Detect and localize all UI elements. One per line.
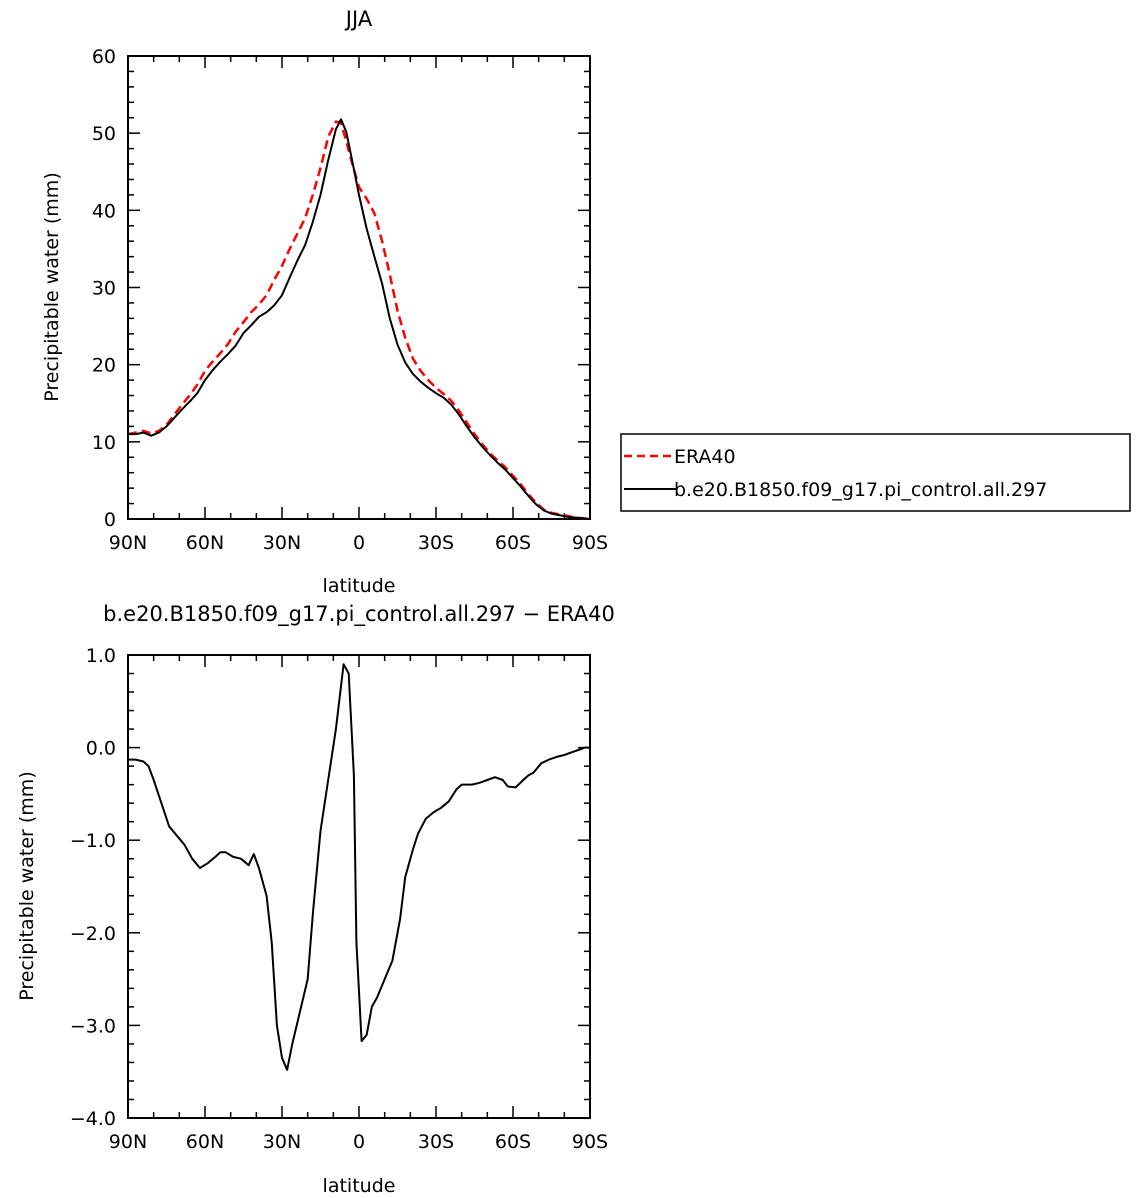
top-x-tick-label: 60N xyxy=(186,532,224,554)
bottom-y-tick-label: −4.0 xyxy=(70,1108,116,1130)
bottom-x-tick-label: 30S xyxy=(418,1131,454,1153)
top-series-line-1 xyxy=(128,118,591,520)
top-x-axis-label: latitude xyxy=(323,575,396,597)
top-y-axis-label: Precipitable water (mm) xyxy=(41,172,63,401)
legend-label-model: b.e20.B1850.f09_g17.pi_control.all.297 xyxy=(674,479,1047,501)
top-series-lines xyxy=(127,118,591,521)
bottom-y-tick-label: 1.0 xyxy=(86,645,116,667)
bottom-y-tick-label: −1.0 xyxy=(70,830,116,852)
bottom-x-tick-label: 0 xyxy=(353,1131,365,1153)
top-y-tick-label: 10 xyxy=(92,432,116,454)
bottom-x-tick-label: 90N xyxy=(109,1131,147,1153)
top-axis-ticks xyxy=(127,55,591,520)
bottom-series-line-0 xyxy=(128,663,590,1071)
bottom-y-tick-labels: −4.0 −3.0 −2.0 −1.0 0.0 1.0 xyxy=(70,645,116,1130)
bottom-x-tick-labels: 90N 60N 30N 0 30S 60S 90S xyxy=(109,1131,608,1153)
top-y-tick-label: 50 xyxy=(92,123,116,145)
top-plot-frame xyxy=(127,55,591,520)
bottom-plot-frame xyxy=(127,654,591,1119)
top-x-tick-label: 0 xyxy=(353,532,365,554)
top-x-tick-label: 30N xyxy=(263,532,301,554)
top-x-tick-label: 90S xyxy=(572,532,608,554)
bottom-x-tick-label: 90S xyxy=(572,1131,608,1153)
top-y-tick-label: 40 xyxy=(92,200,116,222)
top-panel: JJA 0 10 20 30 40 50 60 90N 60N 30N 0 30S 60S 90S la… xyxy=(41,7,608,597)
bottom-x-axis-label: latitude xyxy=(323,1175,396,1197)
top-x-tick-labels: 90N 60N 30N 0 30S 60S 90S xyxy=(109,532,608,554)
bottom-y-tick-label: 0.0 xyxy=(86,738,116,760)
top-series-line-0 xyxy=(127,120,591,521)
top-y-tick-label: 60 xyxy=(92,46,116,68)
top-x-tick-label: 90N xyxy=(109,532,147,554)
bottom-y-tick-label: −2.0 xyxy=(70,923,116,945)
legend-label-era40: ERA40 xyxy=(674,446,736,468)
top-y-tick-label: 30 xyxy=(92,278,116,300)
bottom-y-tick-label: −3.0 xyxy=(70,1015,116,1037)
top-x-tick-label: 60S xyxy=(495,532,531,554)
bottom-y-axis-label: Precipitable water (mm) xyxy=(16,771,38,1000)
bottom-x-tick-label: 60N xyxy=(186,1131,224,1153)
bottom-x-tick-label: 30N xyxy=(263,1131,301,1153)
top-y-tick-label: 0 xyxy=(104,509,116,531)
top-y-tick-labels: 0 10 20 30 40 50 60 xyxy=(92,46,116,531)
top-chart-title: JJA xyxy=(344,7,373,31)
bottom-panel: b.e20.B1850.f09_g17.pi_control.all.297 −… xyxy=(16,602,615,1197)
bottom-series-lines xyxy=(128,663,590,1071)
bottom-axis-ticks xyxy=(127,654,591,1119)
legend: ERA40 b.e20.B1850.f09_g17.pi_control.all… xyxy=(620,433,1131,512)
bottom-x-tick-label: 60S xyxy=(495,1131,531,1153)
top-x-tick-label: 30S xyxy=(418,532,454,554)
top-y-tick-label: 20 xyxy=(92,355,116,377)
bottom-chart-title: b.e20.B1850.f09_g17.pi_control.all.297 −… xyxy=(103,602,615,627)
legend-box xyxy=(620,433,1131,512)
